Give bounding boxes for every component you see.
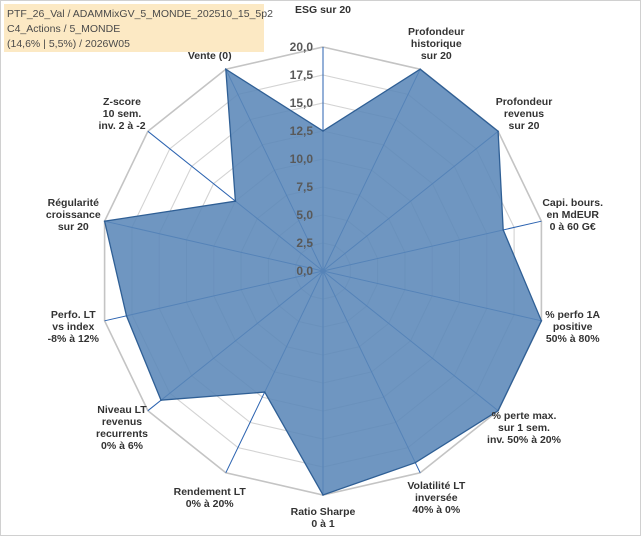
- axis-label-line: Perfo. LT: [51, 309, 96, 321]
- tick-label: 12,5: [290, 124, 314, 138]
- axis-label-line: revenus: [102, 416, 142, 428]
- tick-label: 0,0: [296, 264, 313, 278]
- axis-label: Perfo. LT vs index -8% à 12%: [48, 309, 100, 345]
- axis-label-line: sur 1 sem.: [498, 422, 550, 434]
- axis-label-line: inv. 50% à 20%: [487, 434, 562, 446]
- tick-label: 10,0: [290, 152, 314, 166]
- data-point: [103, 220, 106, 222]
- axis-label-line: recurrents: [96, 428, 148, 440]
- header-line-2: C4_Actions / 5_MONDE: [7, 23, 121, 35]
- tick-label: 20,0: [290, 40, 314, 54]
- axis-label-line: -8% à 12%: [48, 333, 100, 345]
- axis-label-line: 0 à 1: [311, 518, 335, 530]
- axis-label-line: sur 20: [509, 120, 540, 132]
- axis-label: Capi. bours. en MdEUR 0 à 60 G€: [542, 197, 603, 233]
- axis-label-line: 0% à 20%: [186, 498, 235, 510]
- axis-label-line: Vente (0): [188, 50, 232, 62]
- data-point: [414, 461, 417, 464]
- radial-tick-labels: 0,0 2,5 5,0 7,5 10,0 12,5 15,0 17,5 20,0: [290, 40, 314, 278]
- axis-label-line: vs index: [52, 321, 94, 333]
- axis-label-line: Capi. bours.: [542, 197, 603, 209]
- axis-label-line: revenus: [504, 108, 544, 120]
- axis-label: Niveau LT revenus recurrents 0% à 6%: [96, 404, 148, 452]
- header-line-1: PTF_26_Val / ADAMMixGV_5_MONDE_202510_15…: [7, 8, 273, 20]
- data-point: [497, 130, 499, 133]
- axis-label-line: 0% à 6%: [101, 440, 144, 452]
- axis-label-line: 40% à 0%: [412, 504, 461, 516]
- tick-label: 15,0: [290, 96, 314, 110]
- axis-label-line: Profondeur: [408, 26, 465, 38]
- axis-label-line: % perte max.: [492, 410, 557, 422]
- axis-label: Rendement LT 0% à 20%: [174, 486, 247, 510]
- data-point: [540, 320, 543, 322]
- data-point: [322, 494, 324, 496]
- axis-label-line: Niveau LT: [97, 404, 147, 416]
- series-area: [103, 67, 543, 496]
- axis-label-line: 50% à 80%: [546, 333, 600, 345]
- axis-label-line: en MdEUR: [546, 209, 599, 221]
- axis-label: Ratio Sharpe 0 à 1: [291, 506, 356, 530]
- axis-label: % perfo 1A positive 50% à 80%: [545, 309, 600, 345]
- data-point: [234, 200, 237, 202]
- axis-label-line: croissance: [46, 209, 101, 221]
- chart-header: [4, 4, 264, 52]
- data-point: [225, 68, 227, 70]
- axis-label-line: Note: [311, 1, 334, 4]
- axis-label-line: Ratio Sharpe: [291, 506, 356, 518]
- axis-label-line: sur 20: [421, 50, 452, 62]
- data-point: [502, 229, 505, 231]
- axis-label: Profondeur historique sur 20: [408, 26, 465, 62]
- axis-label: Profondeur revenus sur 20: [496, 96, 553, 132]
- data-point: [160, 399, 162, 402]
- axis-label-line: inv. 2 à -2: [98, 120, 145, 132]
- radar-series: [103, 67, 543, 496]
- axis-label: % perte max. sur 1 sem. inv. 50% à 20%: [487, 410, 562, 446]
- axis-label-line: Z-score: [103, 96, 141, 108]
- axis-label-line: 10 sem.: [103, 108, 142, 120]
- tick-label: 17,5: [290, 68, 314, 82]
- axis-label-line: Profondeur: [496, 96, 553, 108]
- axis-label-line: sur 20: [58, 221, 89, 233]
- axis-label-line: Volatilité LT: [407, 480, 466, 492]
- axis-label-line: ESG sur 20: [295, 4, 351, 16]
- axis-label: NoteESG sur 20: [295, 1, 351, 16]
- tick-label: 2,5: [296, 236, 313, 250]
- tick-label: 5,0: [296, 208, 313, 222]
- data-point: [322, 130, 324, 132]
- header-line-3: (14,6% | 5,5%) / 2026W05: [7, 38, 130, 50]
- axis-label: Z-score 10 sem. inv. 2 à -2: [98, 96, 145, 132]
- data-point: [125, 315, 128, 317]
- data-point: [419, 68, 422, 70]
- axis-label-line: Rendement LT: [174, 486, 247, 498]
- axis-label-line: % perfo 1A: [545, 309, 600, 321]
- data-point: [497, 409, 499, 412]
- axis-label: Volatilité LT inversée 40% à 0%: [407, 480, 466, 516]
- axis-label-line: 0 à 60 G€: [550, 221, 596, 233]
- axis-label-line: inversée: [415, 492, 458, 504]
- data-point: [263, 391, 266, 393]
- tick-label: 7,5: [296, 180, 313, 194]
- axis-label: Régularité croissance sur 20: [46, 197, 101, 233]
- axis-label-line: historique: [411, 38, 462, 50]
- axis-label-line: Régularité: [48, 197, 100, 209]
- axis-label-line: positive: [553, 321, 593, 333]
